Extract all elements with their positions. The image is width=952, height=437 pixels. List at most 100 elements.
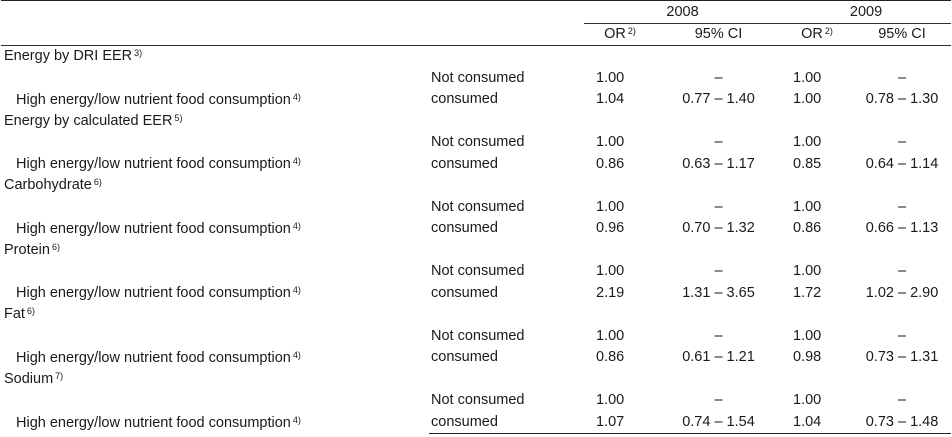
ci-2008-header: 95% CI [656, 23, 782, 46]
group-label: consumed [431, 155, 498, 172]
or-footnote: 2) [627, 26, 636, 36]
row-label-footnote: 4) [292, 349, 301, 360]
row-label-footnote: 4) [292, 220, 301, 231]
ci-2009-value: – [897, 198, 907, 215]
or-2009-value: 1.04 [781, 411, 854, 434]
row-label: High energy/low nutrient food consumptio… [1, 132, 429, 175]
ci-2009-value: 0.66 – 1.13 [865, 220, 939, 236]
section-title-row: Sodium 7) [1, 369, 951, 391]
or-2009-value: 1.00 [793, 392, 822, 408]
ci-2009-value: 0.73 – 1.31 [865, 349, 939, 365]
section-title-footnote: 7) [55, 370, 64, 381]
ci-2008-value: – [714, 198, 723, 215]
row-label-text: High energy/low nutrient food consumptio… [16, 414, 291, 431]
section-title-footnote: 6) [51, 241, 60, 252]
ci-2009-header: 95% CI [853, 23, 952, 46]
table-row: High energy/low nutrient food consumptio… [1, 197, 951, 237]
or-2009-value: 1.00 [793, 134, 822, 150]
section-title-row: Energy by DRI EER 3) [1, 46, 951, 68]
section-title-text: Carbohydrate [4, 177, 92, 193]
header-blank [1, 23, 429, 46]
row-label: High energy/low nutrient food consumptio… [1, 261, 429, 304]
ci-2008-value: 0.63 – 1.17 [682, 155, 755, 172]
section-title-row: Protein 6) [1, 240, 951, 262]
or-2008-value: 0.86 [596, 349, 625, 365]
ci-2009-value: 0.64 – 1.14 [865, 155, 939, 172]
section-title: Carbohydrate 6) [1, 175, 951, 197]
ci-2008-value: – [714, 134, 723, 150]
or-2008-value: 1.00 [596, 327, 625, 344]
header-blank [429, 0, 584, 24]
header-blank [1, 0, 429, 24]
group-label: consumed [431, 91, 498, 107]
or-2009-value: 0.98 [793, 349, 822, 365]
or-2008-value: 0.86 [596, 155, 625, 172]
group-label: Not consumed [431, 198, 525, 215]
group-label: Not consumed [431, 263, 525, 279]
ci-2009-value: 0.78 – 1.30 [865, 91, 939, 107]
section-title-row: Fat 6) [1, 304, 951, 326]
table-row: consumed 1.07 0.74 – 1.54 1.04 0.73 – 1.48 [1, 411, 952, 434]
section-title-footnote: 3) [134, 48, 143, 58]
row-label: High energy/low nutrient food consumptio… [1, 326, 429, 369]
ci-2009-value: – [897, 134, 907, 150]
row-label: High energy/low nutrient food consumptio… [1, 68, 429, 111]
section-title-text: Sodium [4, 370, 54, 387]
table-row: consumed 2.19 1.31 – 3.65 1.72 1.02 – 2.90 [1, 283, 951, 305]
ci-2009-value: – [897, 392, 907, 408]
section-title-row: Carbohydrate 6) [1, 175, 951, 197]
section-title: Energy by DRI EER 3) [1, 46, 951, 68]
ci-2008-value: – [714, 327, 723, 344]
section-title-footnote: 6) [26, 306, 35, 316]
row-label-text: High energy/low nutrient food consumptio… [16, 285, 291, 301]
or-2009-header: OR 2) [781, 23, 854, 46]
or-2008-value: 1.00 [596, 69, 625, 86]
or-2009-value: 1.72 [793, 284, 822, 301]
row-label: High energy/low nutrient food consumptio… [1, 197, 429, 240]
ci-2008-value: 1.31 – 3.65 [682, 284, 755, 301]
section-title-text: Energy by DRI EER [4, 48, 133, 64]
or-footnote: 2) [824, 26, 833, 36]
or-2008-value: 1.00 [596, 392, 625, 408]
section-title-footnote: 5) [174, 112, 183, 123]
or-2009-value: 0.85 [793, 155, 822, 172]
table-row: consumed 0.96 0.70 – 1.32 0.86 0.66 – 1.13 [1, 218, 951, 240]
ci-2009-value: 0.73 – 1.48 [853, 411, 952, 434]
table-row: High energy/low nutrient food consumptio… [1, 261, 951, 301]
ci-2008-value: 0.77 – 1.40 [682, 91, 755, 107]
or-2008-value: 1.00 [596, 198, 625, 215]
or-label: OR [801, 26, 823, 42]
group-label: Not consumed [431, 69, 525, 86]
year-2009-header: 2009 [781, 0, 952, 24]
ci-2009-value: – [897, 327, 907, 344]
year-header-row: 2008 2009 [1, 0, 952, 24]
table-row: High energy/low nutrient food consumptio… [1, 390, 951, 431]
or-label: OR [604, 26, 626, 42]
section-title-text: Protein [4, 241, 50, 258]
header-blank [429, 23, 584, 46]
or-2009-value: 0.86 [793, 220, 822, 236]
row-label-footnote: 4) [292, 414, 301, 425]
ci-2008-value: – [714, 69, 723, 86]
row-label-footnote: 4) [292, 285, 301, 295]
table-row: High energy/low nutrient food consumptio… [1, 326, 951, 366]
row-label-text: High energy/low nutrient food consumptio… [16, 349, 291, 366]
ci-2009-value: – [897, 69, 907, 86]
or-2008-header: OR 2) [584, 23, 656, 46]
ci-2008-value: 0.70 – 1.32 [682, 220, 755, 236]
or-2009-value: 1.00 [793, 263, 822, 279]
row-label-text: High energy/low nutrient food consumptio… [16, 91, 291, 108]
ci-2008-value: – [714, 392, 723, 408]
row-label-text: High energy/low nutrient food consumptio… [16, 156, 291, 172]
or-2009-value: 1.00 [793, 327, 822, 344]
or-2008-value: 1.07 [584, 411, 656, 434]
ci-2008-value: – [714, 263, 723, 279]
section-title-footnote: 6) [93, 177, 102, 187]
ci-2009-value: – [897, 263, 907, 279]
row-label-footnote: 4) [292, 156, 301, 166]
group-label: consumed [431, 284, 498, 301]
table-row: High energy/low nutrient food consumptio… [1, 68, 951, 108]
or-2009-value: 1.00 [793, 91, 822, 107]
